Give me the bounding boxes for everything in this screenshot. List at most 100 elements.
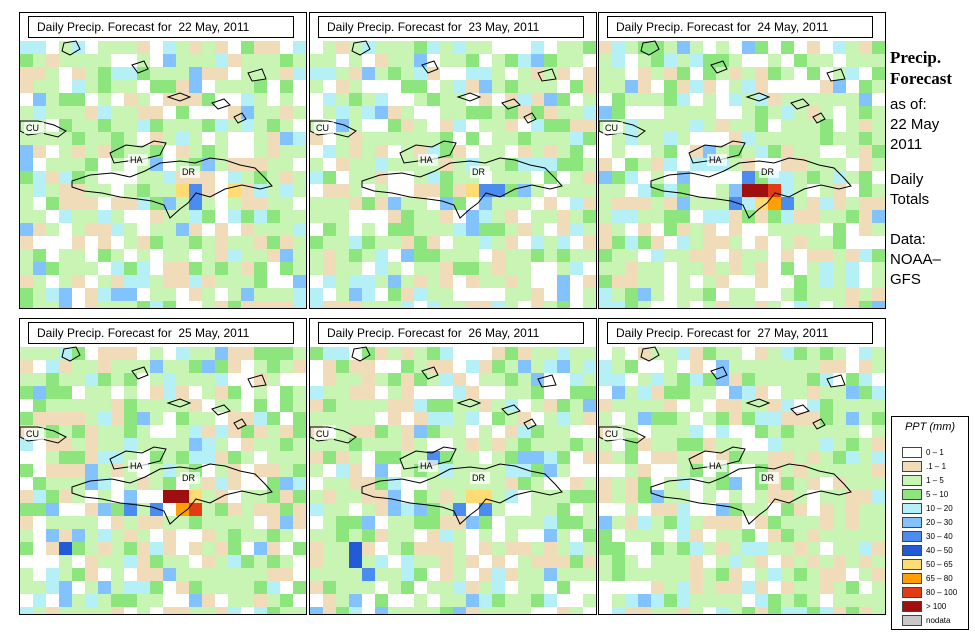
precip-cell	[228, 197, 241, 210]
precip-cell	[280, 386, 293, 399]
precip-cell	[427, 594, 440, 607]
precip-cell	[703, 503, 716, 516]
precip-cell	[111, 236, 124, 249]
precip-cell	[755, 347, 768, 360]
precip-cell	[612, 347, 625, 360]
precip-cell	[150, 119, 163, 132]
precip-cell	[401, 145, 414, 158]
precip-cell	[625, 477, 638, 490]
precip-cell	[638, 262, 651, 275]
precip-cell	[293, 425, 306, 438]
precip-cell	[46, 184, 59, 197]
precip-cell	[176, 542, 189, 555]
legend-swatch	[902, 531, 922, 542]
precip-cell	[85, 145, 98, 158]
precip-cell	[59, 373, 72, 386]
precip-cell	[310, 477, 323, 490]
precip-cell	[820, 132, 833, 145]
precip-cell	[807, 529, 820, 542]
asof-label: as of:	[890, 96, 927, 113]
precip-cell	[228, 262, 241, 275]
precip-cell	[98, 347, 111, 360]
precip-cell	[557, 555, 570, 568]
precip-cell	[323, 464, 336, 477]
precip-cell	[820, 158, 833, 171]
precip-cell	[859, 347, 872, 360]
precip-cell	[859, 158, 872, 171]
precip-cell	[414, 477, 427, 490]
precip-cell	[336, 360, 349, 373]
precip-cell	[228, 67, 241, 80]
precip-cell	[267, 490, 280, 503]
precip-cell	[59, 236, 72, 249]
precip-cell	[427, 412, 440, 425]
precip-cell	[466, 568, 479, 581]
precip-cell	[137, 412, 150, 425]
precip-cell	[267, 607, 280, 614]
precip-cell	[267, 67, 280, 80]
precip-cell	[323, 184, 336, 197]
precip-cell	[254, 54, 267, 67]
precip-cell	[414, 516, 427, 529]
precip-hotspot	[453, 503, 466, 516]
precip-cell	[20, 301, 33, 308]
precip-cell	[310, 288, 323, 301]
precip-cell	[531, 93, 544, 106]
precip-cell	[176, 516, 189, 529]
precip-cell	[531, 516, 544, 529]
precip-cell	[570, 67, 583, 80]
precip-cell	[254, 197, 267, 210]
precip-cell	[375, 516, 388, 529]
coastline	[361, 463, 563, 525]
precip-cell	[612, 503, 625, 516]
precip-cell	[716, 301, 729, 308]
precip-cell	[583, 360, 596, 373]
precip-cell	[267, 106, 280, 119]
precip-cell	[280, 80, 293, 93]
precip-cell	[72, 275, 85, 288]
country-label: DR	[470, 166, 490, 178]
precip-cell	[124, 184, 137, 197]
precip-cell	[401, 106, 414, 119]
precip-cell	[46, 607, 59, 614]
precip-cell	[570, 301, 583, 308]
precip-cell	[254, 210, 267, 223]
precip-cell	[241, 529, 254, 542]
precip-cell	[72, 347, 85, 360]
precip-cell	[794, 373, 807, 386]
precip-cell	[664, 67, 677, 80]
precip-cell	[518, 373, 531, 386]
svg-text:HA: HA	[420, 155, 433, 165]
precip-cell	[807, 158, 820, 171]
precip-cell	[267, 503, 280, 516]
precip-cell	[254, 288, 267, 301]
precip-cell	[677, 236, 690, 249]
precip-cell	[137, 581, 150, 594]
precip-cell	[414, 373, 427, 386]
precip-cell	[846, 41, 859, 54]
precip-cell	[677, 399, 690, 412]
precip-cell	[859, 145, 872, 158]
precip-cell	[414, 438, 427, 451]
precip-cell	[267, 288, 280, 301]
precip-cell	[651, 145, 664, 158]
precip-cell	[664, 464, 677, 477]
precip-cell	[625, 158, 638, 171]
precip-cell	[59, 54, 72, 67]
precip-cell	[651, 106, 664, 119]
precip-cell	[215, 360, 228, 373]
precip-cell	[505, 451, 518, 464]
precip-cell	[310, 197, 323, 210]
precip-cell	[570, 249, 583, 262]
precip-cell	[59, 301, 72, 308]
precip-cell	[453, 223, 466, 236]
precip-cell	[72, 171, 85, 184]
precip-cell	[440, 542, 453, 555]
precip-cell	[505, 210, 518, 223]
precip-cell	[189, 223, 202, 236]
precip-cell	[267, 275, 280, 288]
precip-cell	[729, 275, 742, 288]
precip-cell	[794, 594, 807, 607]
precip-cell	[651, 542, 664, 555]
precip-cell	[33, 516, 46, 529]
